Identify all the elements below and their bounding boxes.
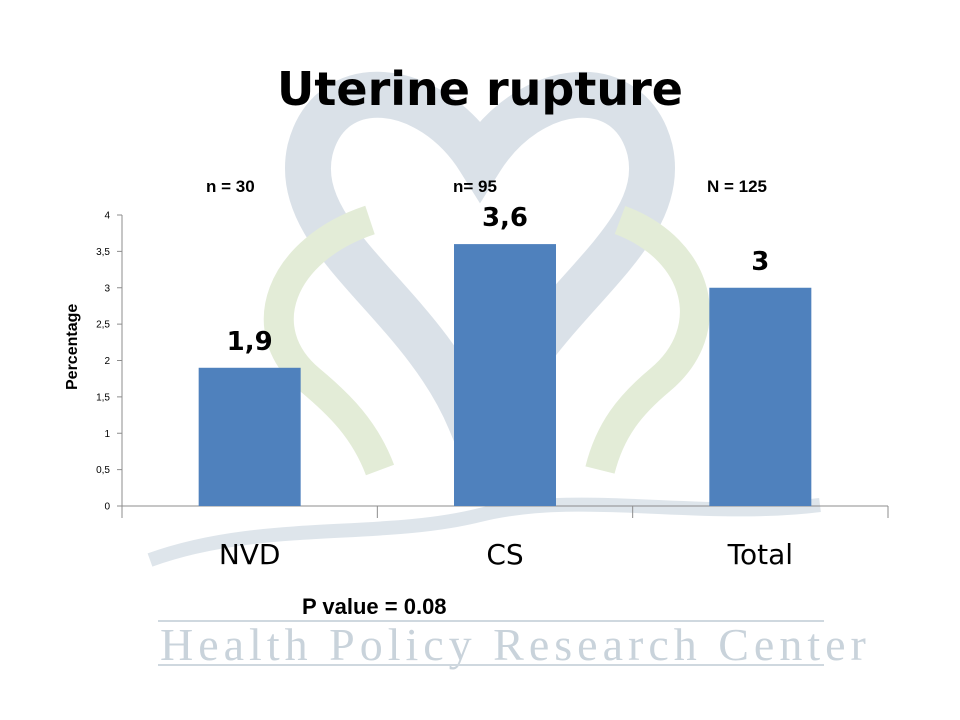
y-tick-label: 4	[104, 211, 110, 222]
watermark-rule-top	[158, 620, 824, 622]
y-tick-label: 2,5	[96, 320, 110, 331]
count-nvd: n = 30	[206, 177, 255, 196]
count-total: N = 125	[707, 177, 768, 196]
watermark-rule-bottom	[158, 664, 824, 666]
count-cs: n= 95	[453, 177, 497, 196]
data-label: 3	[751, 247, 769, 277]
y-tick-label: 2	[104, 356, 110, 367]
x-tick-label: CS	[486, 538, 523, 571]
y-tick-label: 3,5	[96, 247, 110, 258]
y-tick-label: 0	[104, 502, 110, 513]
y-tick-label: 3	[104, 283, 110, 294]
data-label: 1,9	[227, 327, 273, 357]
x-tick-label: NVD	[219, 538, 281, 571]
p-value: P value = 0.08	[302, 594, 447, 619]
x-tick-label: Total	[727, 538, 793, 571]
slide-title: Uterine rupture	[277, 62, 683, 116]
watermark-text: Health Policy Research Center	[160, 619, 871, 670]
bar-total	[709, 287, 812, 506]
bar-cs	[454, 244, 556, 506]
y-tick-label: 1,5	[96, 392, 110, 403]
data-label: 3,6	[482, 203, 528, 233]
bar-nvd	[198, 367, 301, 506]
y-tick-label: 0,5	[96, 465, 110, 476]
y-tick-label: 1	[104, 429, 110, 440]
